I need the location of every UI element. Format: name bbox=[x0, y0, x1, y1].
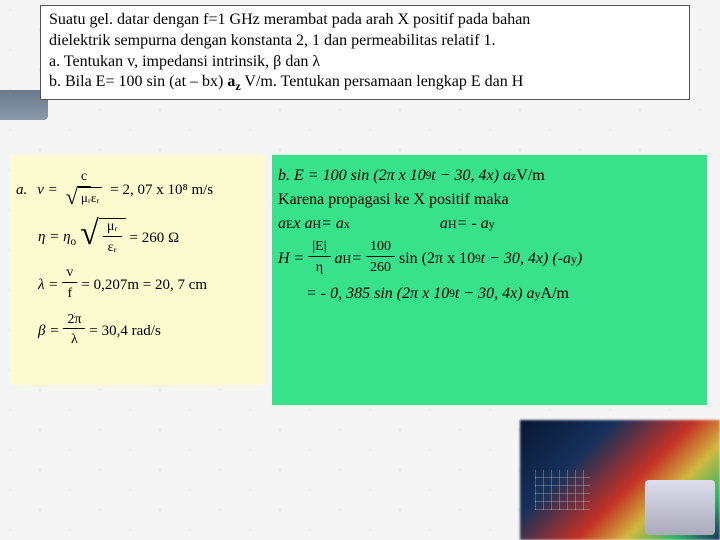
a4-num: 2π bbox=[63, 312, 85, 330]
a4-rhs: = 30,4 rad/s bbox=[89, 323, 160, 340]
problem-vector: az bbox=[227, 73, 240, 90]
b3e: = - a bbox=[457, 215, 489, 233]
b4-den2: 260 bbox=[366, 257, 395, 279]
a2-lhs: η = ηo bbox=[38, 229, 76, 248]
solution-panel-a: a. v = c √μᵣεᵣ = 2, 07 x 10⁸ m/s η = ηo … bbox=[10, 155, 265, 385]
b4-den: η bbox=[312, 257, 327, 279]
b3b-sub: H bbox=[312, 217, 321, 232]
b3e-sub: y bbox=[489, 217, 495, 232]
a4-frac: 2π λ bbox=[63, 312, 85, 352]
b4-m3: sin (2π x 10 bbox=[399, 250, 475, 268]
eq-b1: b. E = 100 sin (2π x 109t − 30, 4x) az V… bbox=[278, 167, 701, 185]
a3-lhs: λ = bbox=[38, 277, 58, 294]
a1-frac: c √μᵣεᵣ bbox=[62, 169, 106, 212]
a3-frac: v f bbox=[62, 265, 77, 305]
problem-3b-post: V/m. Tentukan persamaan lengkap E dan H bbox=[241, 73, 524, 90]
problem-line-3a: a. Tentukan v, impedansi intrinsik, β da… bbox=[49, 52, 681, 73]
a2-eta: η = η bbox=[38, 229, 71, 245]
b4-num2: 100 bbox=[366, 239, 395, 257]
b4-m1: a bbox=[335, 250, 343, 268]
b1-unit: V/m bbox=[516, 167, 544, 185]
problem-line-2: dielektrik sempurna dengan konstanta 2, … bbox=[49, 31, 681, 52]
problem-line-3b: b. Bila E= 100 sin (at – bx) az V/m. Ten… bbox=[49, 72, 681, 95]
a3-den: f bbox=[64, 283, 77, 305]
a2-rhs: = 260 Ω bbox=[130, 230, 180, 247]
b1-pre: b. E = 100 sin (2π x 10 bbox=[278, 167, 426, 185]
a3-num: v bbox=[62, 265, 77, 283]
a3-rhs: = 0,207m = 20, 7 cm bbox=[81, 277, 207, 294]
corner-photo-device bbox=[645, 480, 715, 535]
a1-rhs: = 2, 07 x 10⁸ m/s bbox=[110, 182, 213, 199]
eq-a2: η = ηo √ μᵣεᵣ = 260 Ω bbox=[16, 218, 259, 259]
b3d: a bbox=[440, 215, 448, 233]
b4-lhs: H = bbox=[278, 250, 304, 268]
eq-a3: λ = v f = 0,207m = 20, 7 cm bbox=[16, 265, 259, 305]
b-line2: Karena propagasi ke X positif maka bbox=[278, 191, 701, 209]
b1-mid: t − 30, 4x) a bbox=[431, 167, 511, 185]
a1-num: c bbox=[77, 169, 91, 187]
b3a: a bbox=[278, 215, 286, 233]
b3b: x a bbox=[293, 215, 312, 233]
a2-sub: o bbox=[71, 236, 77, 248]
eq-b3: aE x aH = ax aH = - ay bbox=[278, 215, 701, 233]
a1-lhs: v = bbox=[37, 182, 58, 199]
eq-a1: a. v = c √μᵣεᵣ = 2, 07 x 10⁸ m/s bbox=[16, 169, 259, 212]
problem-line-1: Suatu gel. datar dengan f=1 GHz merambat… bbox=[49, 10, 681, 31]
b3c-sub: x bbox=[344, 217, 350, 232]
b3c: = a bbox=[321, 215, 344, 233]
a4-lhs: β = bbox=[38, 323, 59, 340]
a4-den: λ bbox=[67, 329, 82, 351]
b5-unit: A/m bbox=[541, 285, 569, 303]
corner-photo-grid bbox=[535, 470, 590, 510]
problem-statement: Suatu gel. datar dengan f=1 GHz merambat… bbox=[40, 5, 690, 100]
b5-mid: t − 30, 4x) a bbox=[455, 285, 535, 303]
eq-b5: = - 0, 385 sin (2π x 109t − 30, 4x) ay A… bbox=[278, 285, 701, 303]
b4-num: |E| bbox=[308, 239, 330, 257]
eq-b4: H = |E| η aH = 100 260 sin (2π x 109t − … bbox=[278, 239, 701, 279]
a2-den: εᵣ bbox=[104, 237, 121, 259]
b4-m2: = bbox=[351, 250, 362, 268]
b4-m1s: H bbox=[343, 252, 352, 267]
b4-frac1: |E| η bbox=[308, 239, 330, 279]
b5-pre: = - 0, 385 sin (2π x 10 bbox=[306, 285, 449, 303]
solution-panel-b: b. E = 100 sin (2π x 109t − 30, 4x) az V… bbox=[272, 155, 707, 405]
b4-m4: t − 30, 4x) (-a bbox=[481, 250, 571, 268]
label-a: a. bbox=[16, 182, 27, 199]
a2-num: μᵣ bbox=[103, 219, 122, 237]
b4-end: ) bbox=[577, 250, 582, 268]
b4-frac2: 100 260 bbox=[366, 239, 395, 279]
a1-den-body: μᵣεᵣ bbox=[78, 187, 102, 209]
problem-3b-pre: b. Bila E= 100 sin (at – bx) bbox=[49, 73, 227, 90]
a1-den: √μᵣεᵣ bbox=[62, 187, 106, 212]
b3d-sub: H bbox=[448, 217, 457, 232]
eq-a4: β = 2π λ = 30,4 rad/s bbox=[16, 312, 259, 352]
a2-sqrt: √ μᵣεᵣ bbox=[80, 218, 125, 259]
